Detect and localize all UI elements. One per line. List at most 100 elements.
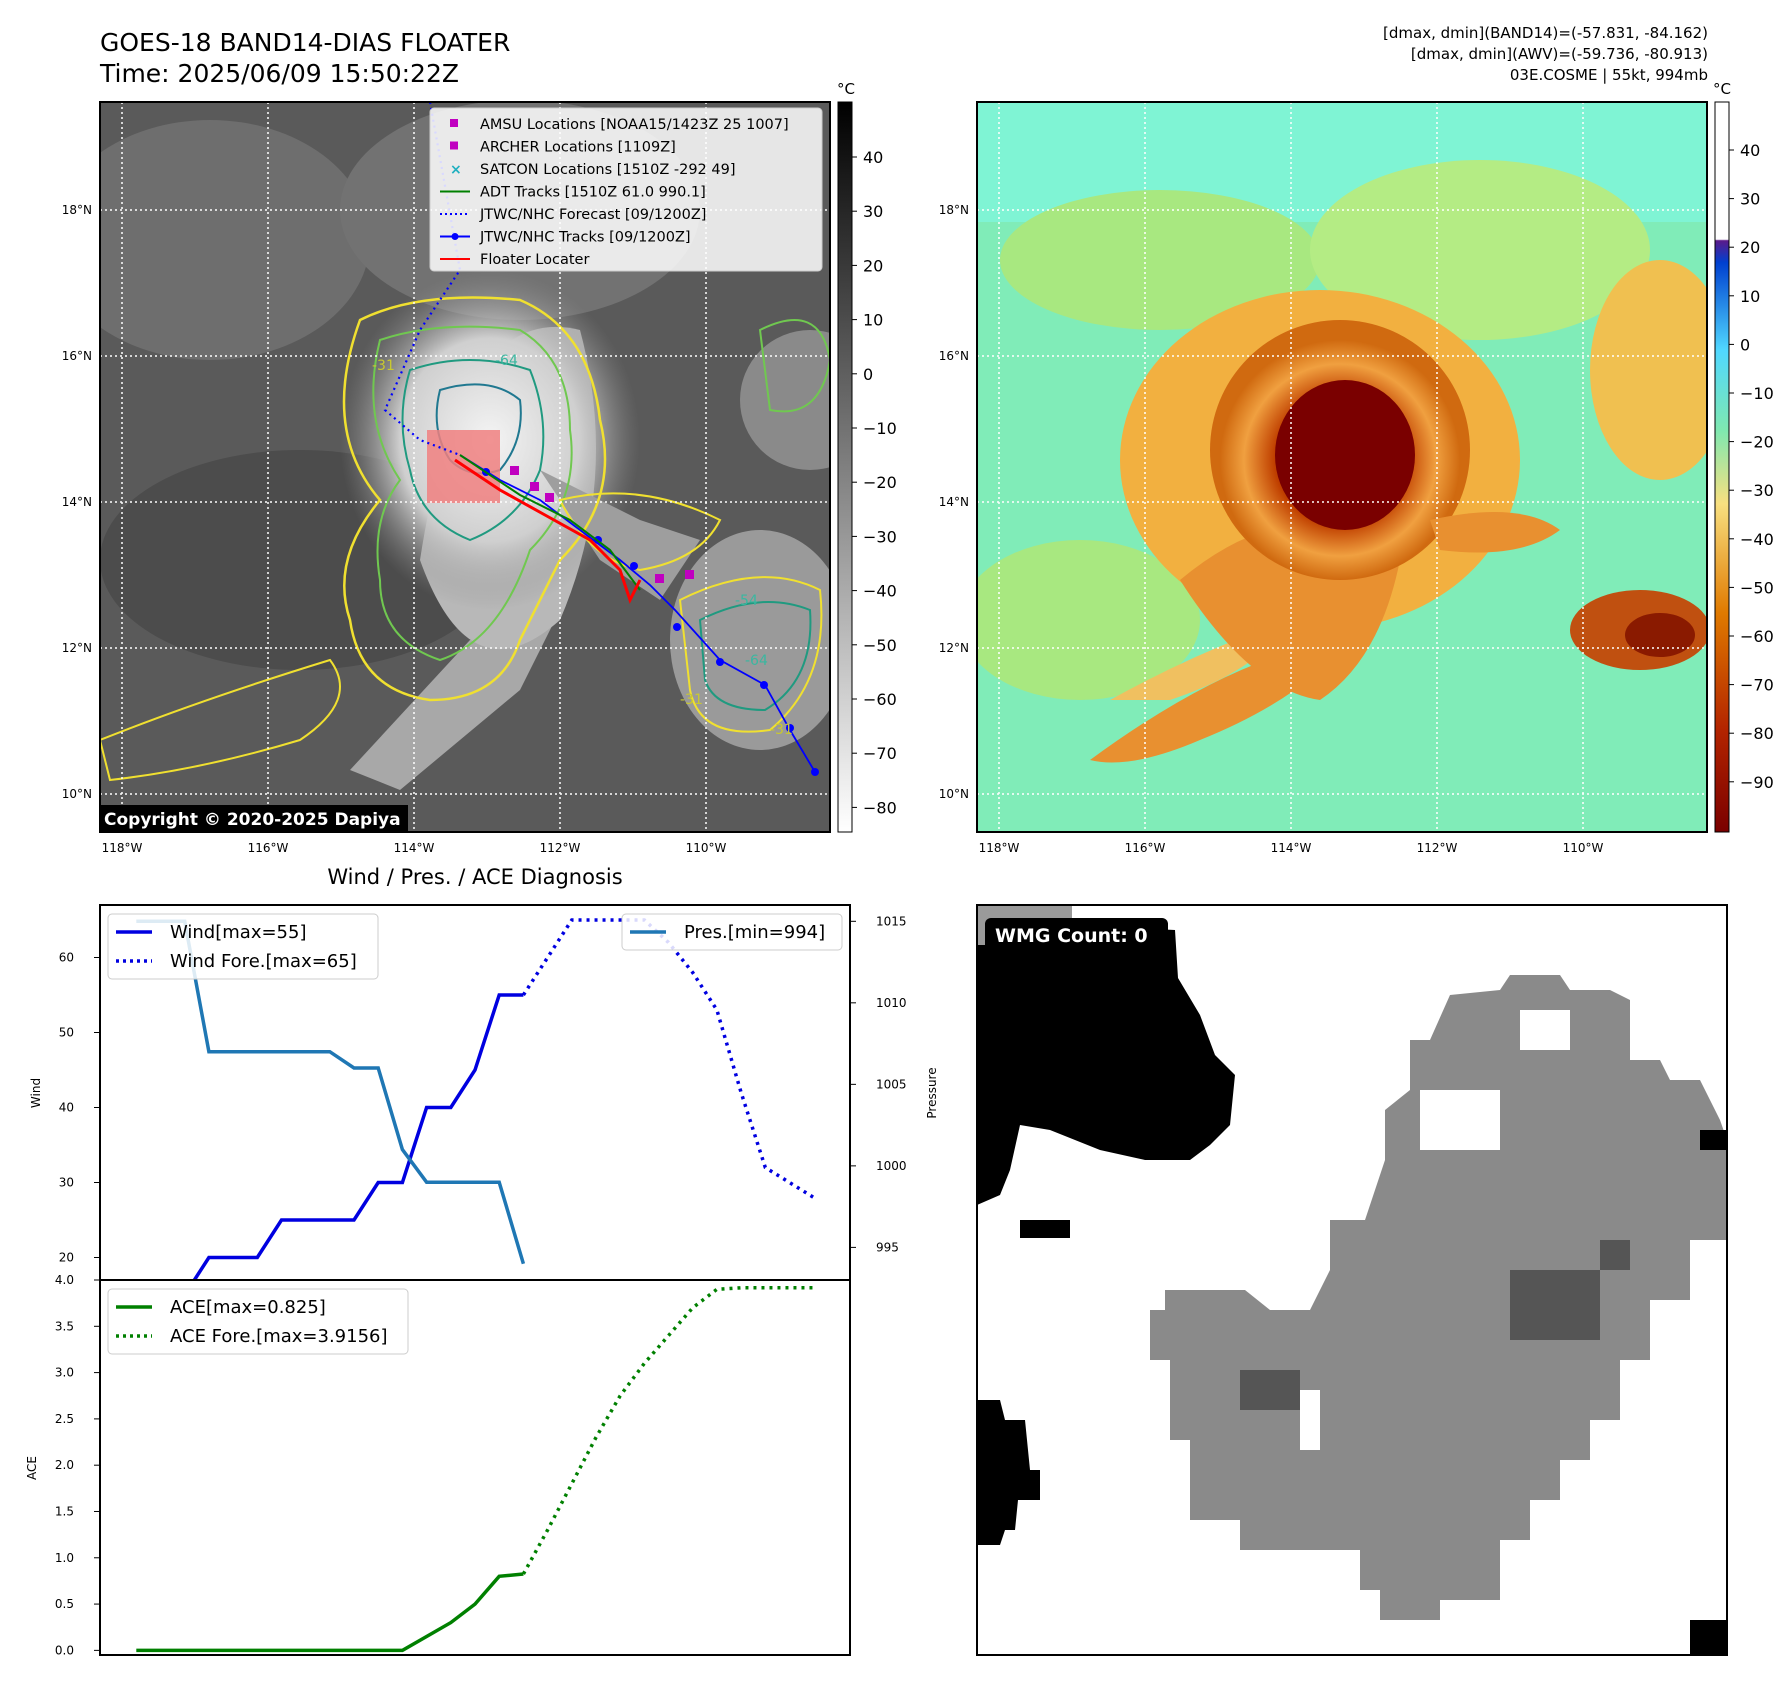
lon-tick-label: 116°W: [1125, 841, 1166, 855]
pressure-ytick-label: 995: [876, 1240, 899, 1254]
wmg-panel: WMG Count: 0: [976, 904, 1728, 1656]
lon-tick-label: 114°W: [1271, 841, 1312, 855]
colorbar-tick-label: −20: [863, 473, 897, 492]
awv-colorbar: °C 40 30 20 10 0 −10 −20 −30 −40 −50 −60 −70 −80 −90: [1713, 80, 1774, 833]
colorbar-tick-label: −20: [1740, 433, 1774, 452]
pressure-ytick-label: 1015: [876, 914, 907, 928]
lat-tick-label: 12°N: [62, 641, 92, 655]
contour-label-6: -31: [680, 692, 703, 708]
lon-tick-label: 114°W: [394, 841, 435, 855]
colorbar-tick-label: 0: [863, 365, 873, 384]
contour-label-2: -31: [372, 358, 395, 374]
pressure-legend: Pres.[min=994]: [621, 913, 843, 951]
colorbar-tick-label: −50: [863, 636, 897, 655]
colorbar-tick-label: −30: [1740, 481, 1774, 500]
colorbar-tick-label: −80: [1740, 724, 1774, 743]
ace-ytick-label: 1.5: [55, 1504, 74, 1518]
awv-map-frame: [976, 101, 1708, 833]
contour-label-1: -64: [495, 353, 518, 369]
ace-ytick-label: 2.5: [55, 1412, 74, 1426]
ace-ytick-label: 1.0: [55, 1551, 74, 1565]
colorbar-tick-label: 30: [863, 202, 883, 221]
lat-tick-label: 10°N: [62, 787, 92, 801]
pressure-ytick-label: 1010: [876, 996, 907, 1010]
wind-fore-legend-label: Wind Fore.[max=65]: [170, 951, 357, 972]
lat-tick-label: 18°N: [939, 203, 969, 217]
colorbar-tick-label: −90: [1740, 773, 1774, 792]
colorbar-tick-label: −30: [863, 527, 897, 546]
wind-ytick-label: 20: [59, 1251, 74, 1265]
wind-ylabel: Wind: [29, 1078, 43, 1108]
colorbar-tick-label: −60: [863, 690, 897, 709]
wind-legend: Wind[max=55] Wind Fore.[max=65]: [107, 913, 379, 980]
ir-colorbar-unit: °C: [837, 80, 855, 98]
lat-tick-label: 16°N: [939, 349, 969, 363]
info-line-2: [dmax, dmin](AWV)=(-59.736, -80.913): [1411, 45, 1708, 63]
lon-tick-label: 110°W: [686, 841, 727, 855]
legend-marker-square: [450, 119, 458, 127]
series-line-observed: [136, 919, 526, 1265]
ace-chart: 0.0 0.5 1.0 1.5 2.0 2.5 3.0 3.5 4.0 ACE ACE[max=…: [25, 1273, 851, 1657]
ace-ytick-label: 0.0: [55, 1643, 74, 1657]
ace-ytick-label: 3.5: [55, 1319, 74, 1333]
colorbar-tick-label: −80: [863, 798, 897, 817]
legend-label: ARCHER Locations [1109Z]: [480, 140, 676, 156]
copyright-text: Copyright © 2020-2025 Dapiya: [104, 810, 401, 830]
colorbar-tick-label: −10: [863, 419, 897, 438]
legend-label: Floater Locater: [480, 252, 589, 268]
awv-colorbar-unit: °C: [1713, 80, 1731, 98]
wind-ytick-label: 60: [59, 951, 74, 965]
legend-label: SATCON Locations [1510Z -292 49]: [480, 162, 736, 178]
ir-colorbar: °C 40 30 20 10 0 −10 −20 −30 −40 −50 −60 −70 −80: [837, 80, 897, 833]
pressure-legend-label: Pres.[min=994]: [684, 922, 825, 943]
colorbar-tick-label: −50: [1740, 578, 1774, 597]
colorbar-tick-label: −40: [863, 582, 897, 601]
contour-label-3: -54: [735, 593, 758, 609]
wind-ytick-label: 50: [59, 1026, 74, 1040]
map-legend: AMSU Locations [NOAA15/1423Z 25 1007] ARC…: [429, 107, 823, 272]
colorbar-tick-label: 0: [1740, 335, 1750, 354]
contour-label-4: -64: [745, 653, 768, 669]
lat-tick-label: 16°N: [62, 349, 92, 363]
contour-label-5: -31: [770, 722, 793, 738]
lon-tick-label: 118°W: [979, 841, 1020, 855]
colorbar-tick-label: 30: [1740, 190, 1760, 209]
ace-ytick-label: 3.0: [55, 1366, 74, 1380]
pressure-ytick-label: 1005: [876, 1077, 907, 1091]
diagnosis-title: Wind / Pres. / ACE Diagnosis: [327, 865, 622, 889]
figure-time: Time: 2025/06/09 15:50:22Z: [99, 59, 459, 88]
lat-tick-label: 14°N: [939, 495, 969, 509]
ace-ytick-label: 2.0: [55, 1458, 74, 1472]
wind-ytick-label: 30: [59, 1176, 74, 1190]
ir-map-frame: [99, 101, 831, 833]
wmg-count-label: WMG Count: 0: [995, 925, 1148, 947]
lat-tick-label: 12°N: [939, 641, 969, 655]
colorbar-tick-label: 10: [863, 311, 883, 330]
lon-tick-label: 116°W: [248, 841, 289, 855]
wind-pressure-chart: 20 30 40 50 60 995 1000 1005 1010 1015 Wind Pres…: [29, 904, 939, 1297]
legend-label: ADT Tracks [1510Z 61.0 990.1]: [480, 185, 706, 201]
colorbar-tick-label: −70: [1740, 676, 1774, 695]
series-line-observed: [136, 993, 524, 1297]
lat-tick-label: 18°N: [62, 203, 92, 217]
colorbar-tick-label: −70: [863, 744, 897, 763]
colorbar-tick-label: −60: [1740, 627, 1774, 646]
ace-fore-legend-label: ACE Fore.[max=3.9156]: [170, 1326, 388, 1347]
lat-tick-label: 14°N: [62, 495, 92, 509]
colorbar-tick-label: 10: [1740, 287, 1760, 306]
wind-ytick-label: 40: [59, 1101, 74, 1115]
pressure-ylabel: Pressure: [925, 1067, 939, 1118]
pressure-ytick-label: 1000: [876, 1159, 907, 1173]
ace-ytick-label: 0.5: [55, 1597, 74, 1611]
lon-tick-label: 110°W: [1563, 841, 1604, 855]
awv-map-panel: [977, 102, 1707, 832]
legend-label: AMSU Locations [NOAA15/1423Z 25 1007]: [480, 117, 789, 133]
ace-series-line: [136, 1572, 524, 1653]
colorbar-tick-label: 20: [1740, 238, 1760, 257]
colorbar-tick-label: 20: [863, 256, 883, 275]
legend-marker-square: [450, 141, 458, 150]
colorbar-tick-label: −40: [1740, 530, 1774, 549]
legend-label: JTWC/NHC Forecast [09/1200Z]: [479, 207, 706, 223]
legend-marker-dot: [451, 233, 459, 240]
wind-legend-label: Wind[max=55]: [170, 922, 307, 943]
